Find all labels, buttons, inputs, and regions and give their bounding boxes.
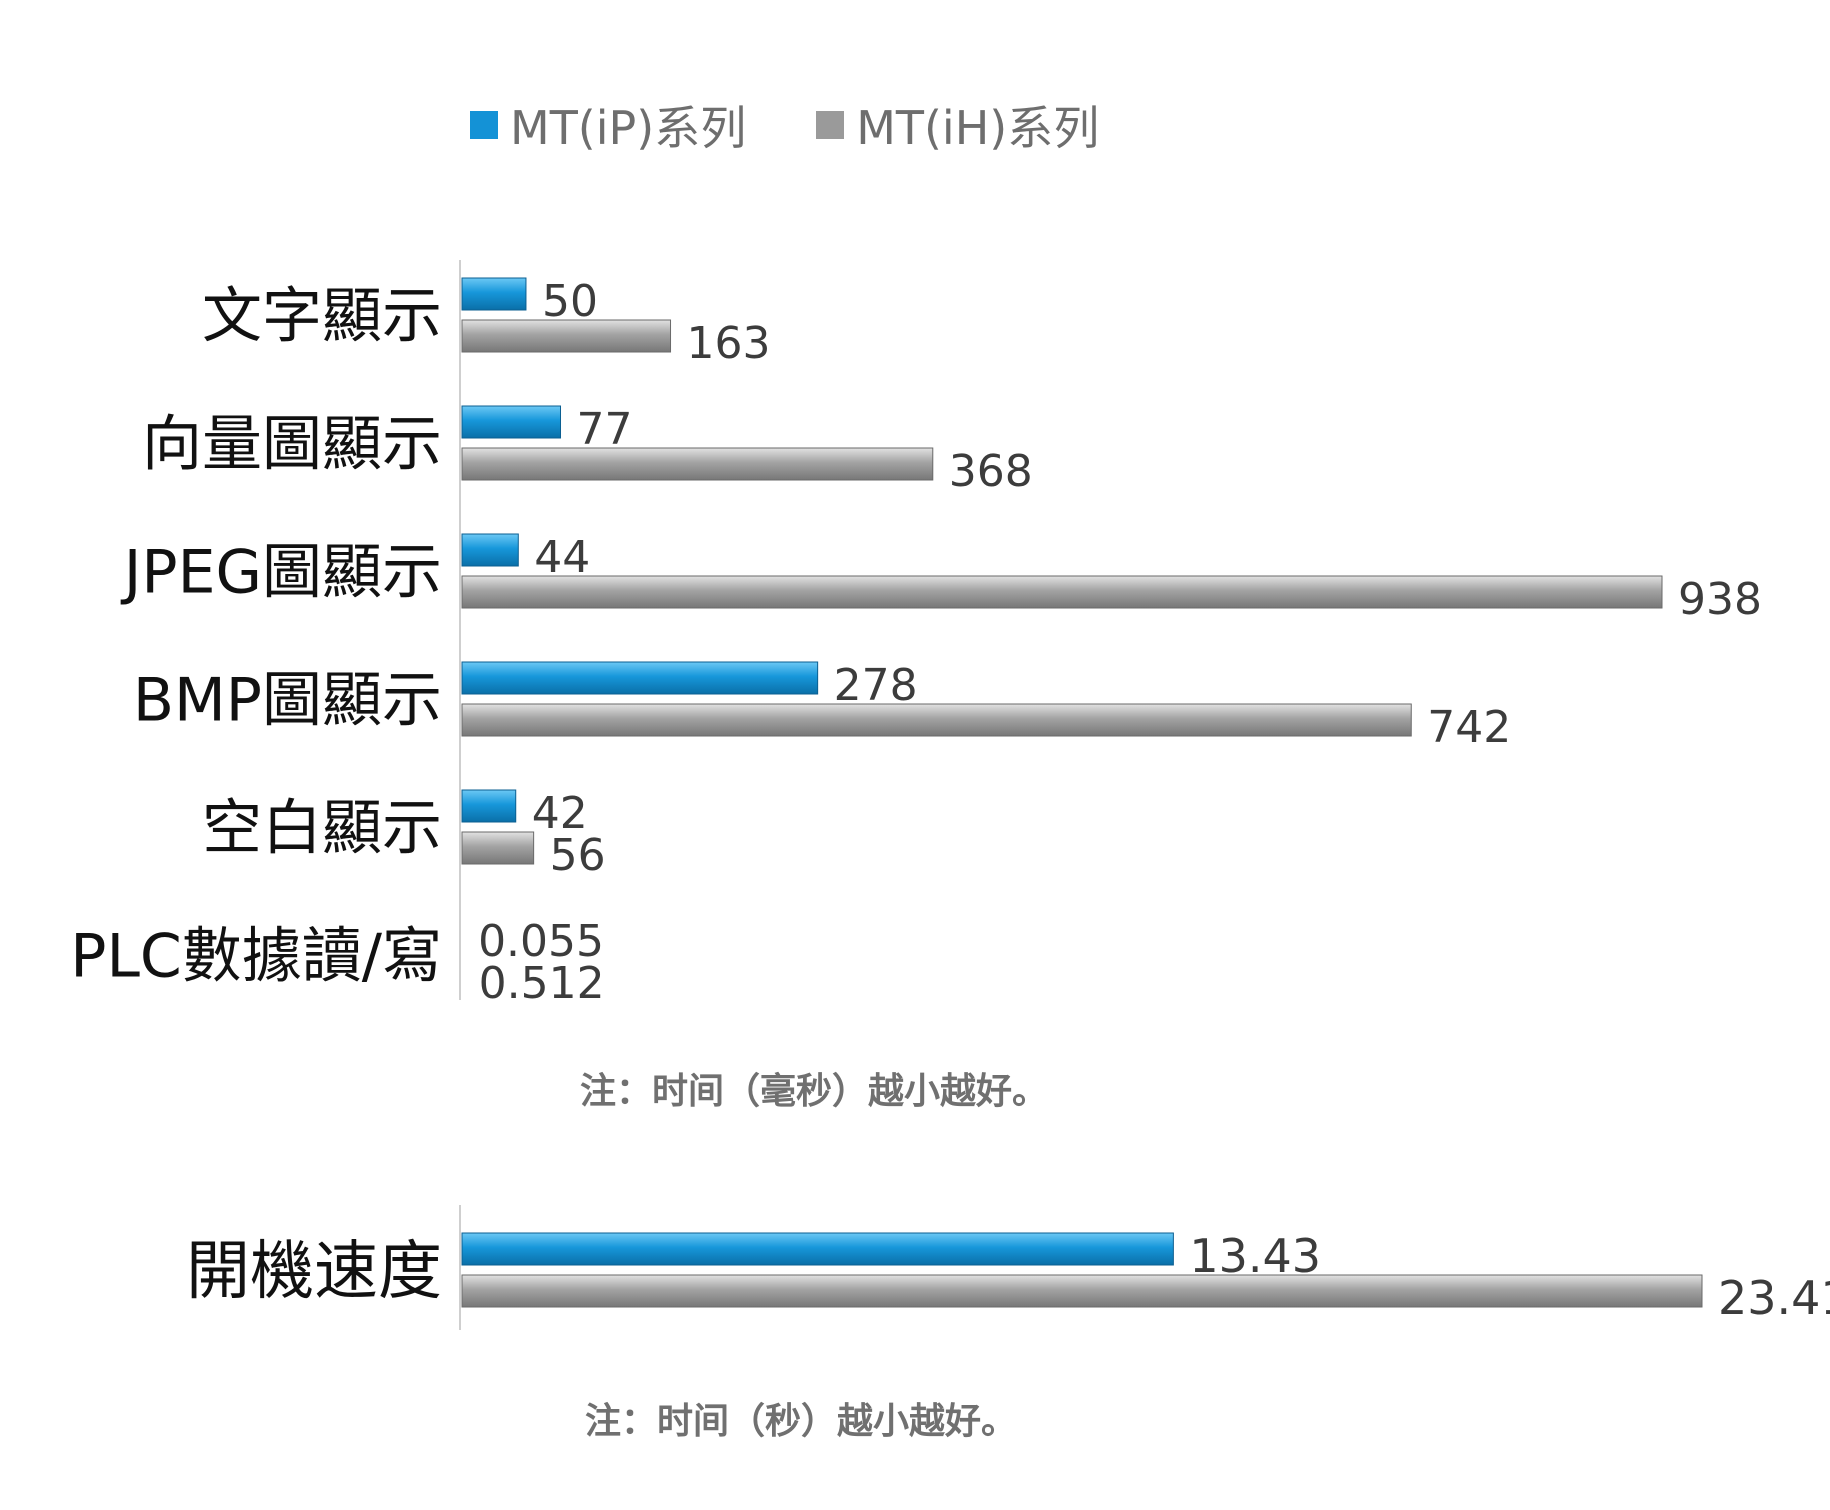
chart-display-times: 文字顯示 50 163 向量圖顯示 77 368 JPEG圖顯示 44 938 BMP圖顯示 278…	[70, 260, 1762, 1009]
value-label-ip: 13.43	[1189, 1229, 1321, 1283]
value-label-ih: 56	[550, 830, 606, 881]
legend-swatch-ih	[816, 111, 845, 139]
value-label-ip: 50	[542, 276, 598, 327]
bar-ih	[461, 1274, 1703, 1308]
category-label: JPEG圖顯示	[120, 538, 442, 608]
bar-ip	[461, 533, 519, 567]
value-label-ih: 742	[1427, 702, 1511, 753]
value-label-ip: 278	[834, 660, 918, 711]
legend-label-ih: MT(iH)系列	[856, 101, 1100, 155]
bar-ip	[461, 661, 819, 695]
bar-ih	[461, 831, 535, 865]
bar-ih	[461, 703, 1412, 737]
category-label: 空白顯示	[202, 794, 442, 864]
value-label-ih: 23.41	[1718, 1271, 1830, 1325]
legend-label-ip: MT(iP)系列	[510, 101, 747, 155]
bar-ip	[461, 277, 527, 311]
note-seconds: 注：时间（秒）越小越好。	[585, 1401, 1018, 1442]
value-label-ih: 0.512	[479, 958, 605, 1009]
value-label-ih: 938	[1678, 574, 1762, 625]
category-label: 開機速度	[186, 1235, 442, 1309]
bar-ih	[461, 319, 672, 353]
value-label-ip: 44	[534, 532, 590, 583]
legend-item-ip: MT(iP)系列	[470, 92, 746, 158]
bar-ih	[461, 447, 934, 481]
bar-ih	[461, 575, 1663, 609]
legend-item-ih: MT(iH)系列	[816, 92, 1099, 158]
chart-boot-speed: 開機速度 13.43 23.41	[186, 1205, 1830, 1330]
bar-ip	[461, 405, 562, 439]
category-label: 文字顯示	[202, 282, 442, 352]
value-label-ih: 368	[949, 446, 1033, 497]
category-label: 向量圖顯示	[142, 410, 442, 480]
value-label-ip: 0.055	[478, 916, 604, 967]
category-label: BMP圖顯示	[133, 666, 442, 736]
legend-swatch-ip	[470, 111, 498, 139]
bar-ip	[461, 789, 517, 823]
bar-ip	[461, 1232, 1174, 1266]
note-milliseconds: 注：时间（毫秒）越小越好。	[580, 1071, 1049, 1112]
category-label: PLC數據讀/寫	[70, 922, 442, 992]
legend: MT(iP)系列 MT(iH)系列	[470, 95, 1169, 155]
value-label-ip: 42	[532, 788, 588, 839]
value-label-ip: 77	[577, 404, 633, 455]
value-label-ih: 163	[687, 318, 771, 369]
